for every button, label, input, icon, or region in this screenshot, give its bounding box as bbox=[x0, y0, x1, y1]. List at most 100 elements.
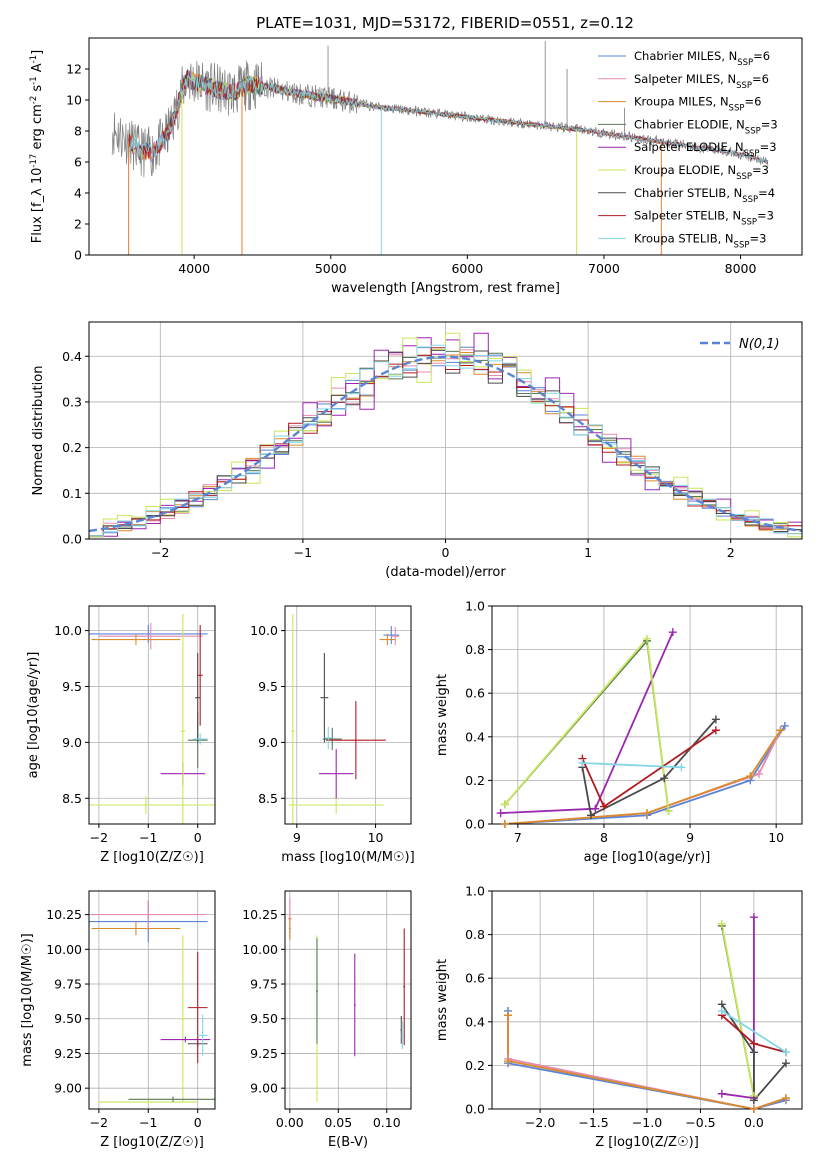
y-tick-label: 1.0 bbox=[465, 599, 485, 614]
y-tick-label: 10.0 bbox=[250, 623, 278, 638]
mass-weight-marker bbox=[781, 1059, 790, 1068]
y-tick-label: 9.5 bbox=[258, 679, 278, 694]
mass-weight-marker bbox=[754, 769, 763, 778]
x-tick-label: −1 bbox=[294, 545, 312, 560]
mass-weight-marker bbox=[711, 726, 720, 735]
model-spectrum-line bbox=[128, 73, 769, 165]
x-tick-label: −2 bbox=[90, 1115, 108, 1130]
y-tick-label: 9.00 bbox=[250, 1081, 278, 1096]
spectrum-legend: Chabrier MILES, NSSP=6 Salpeter MILES, NS… bbox=[598, 49, 778, 250]
y-tick-label: 9.50 bbox=[250, 1011, 278, 1026]
x-axis-label: mass [log10(M/M☉)] bbox=[281, 850, 414, 865]
y-tick-label: 9.75 bbox=[54, 977, 82, 992]
x-axis-label: age [log10(age/yr)] bbox=[584, 850, 711, 865]
x-tick-label: −1.5 bbox=[578, 1115, 608, 1130]
mass-weight-marker bbox=[643, 809, 651, 818]
y-tick-label: 9.25 bbox=[250, 1046, 278, 1061]
mass-weight-marker bbox=[504, 1011, 513, 1020]
mass-weight-marker bbox=[781, 1048, 790, 1057]
mass-weight-marker bbox=[717, 919, 726, 928]
y-tick-label: 0.3 bbox=[62, 394, 82, 409]
x-tick-label: 7000 bbox=[588, 261, 620, 276]
mass-weight-line bbox=[504, 729, 782, 824]
x-tick-label: 0.05 bbox=[324, 1115, 352, 1130]
residuals-panel: −2 −1 0 1 2 0.0 0.1 0.2 0.3 0.4 (data-model)/error… bbox=[31, 321, 803, 580]
y-axis-label: Flux [f_λ 10-17 erg cm-2 s-1 A-1] bbox=[29, 50, 45, 243]
weight_vs_age-panel: 7 8 9 10 0.0 0.2 0.4 0.6 0.8 1.0 age [log10(age/yr… bbox=[435, 599, 803, 865]
spectrum-frame bbox=[88, 37, 803, 256]
y-tick-label: 8.5 bbox=[62, 791, 82, 806]
x-tick-label: 0.00 bbox=[276, 1115, 304, 1130]
y-tick-label: 8.5 bbox=[258, 791, 278, 806]
legend-label: Kroupa STELIB, NSSP=3 bbox=[634, 231, 766, 250]
x-tick-label: −2 bbox=[151, 545, 169, 560]
y-tick-label: 0.0 bbox=[465, 1102, 485, 1117]
y-tick-label: 9.25 bbox=[54, 1046, 82, 1061]
age_vs_mass-frame bbox=[284, 605, 412, 825]
age_vs_Z-frame bbox=[88, 605, 216, 825]
x-tick-label: −0.5 bbox=[685, 1115, 715, 1130]
x-tick-label: −2 bbox=[90, 830, 108, 845]
mass-weight-marker bbox=[664, 806, 673, 815]
mass-weight-line bbox=[582, 762, 682, 769]
y-tick-label: 4 bbox=[74, 186, 82, 201]
spectrum-panel: 4000 5000 6000 7000 8000 0 2 4 6 8 10 12 wavelength … bbox=[29, 37, 803, 296]
mass-weight-marker bbox=[746, 772, 755, 781]
mass-weight-marker bbox=[500, 800, 509, 809]
mass-weight-marker bbox=[504, 1057, 513, 1066]
mass-weight-marker bbox=[677, 763, 686, 772]
weight_vs_Z-panel: −2.0 −1.5 −1.0 −0.5 0.0 0.0 0.2 0.4 0.6 0.8 1.0 Z [… bbox=[435, 884, 803, 1150]
mass_vs_Z-plot bbox=[89, 900, 215, 1105]
weight_vs_age-plot bbox=[500, 631, 786, 824]
age_vs_Z-plot bbox=[89, 613, 215, 824]
mass-weight-marker bbox=[578, 758, 587, 767]
y-tick-label: 0.6 bbox=[465, 686, 485, 701]
y-tick-label: 6 bbox=[74, 155, 82, 170]
residuals-plot bbox=[89, 332, 802, 538]
x-axis-label: wavelength [Angstrom, rest frame] bbox=[331, 281, 560, 296]
legend-label: Salpeter MILES, NSSP=6 bbox=[634, 72, 769, 91]
x-tick-label: 5000 bbox=[315, 261, 347, 276]
y-tick-label: 0.2 bbox=[62, 440, 82, 455]
x-axis-label: (data-model)/error bbox=[385, 565, 506, 580]
y-tick-label: 9.0 bbox=[62, 735, 82, 750]
y-tick-label: 10.25 bbox=[242, 907, 278, 922]
mass-weight-marker bbox=[749, 1039, 758, 1048]
x-axis-label: Z [log10(Z/Z☉)] bbox=[100, 850, 204, 865]
y-tick-label: 9.5 bbox=[62, 679, 82, 694]
x-tick-label: −1.0 bbox=[632, 1115, 662, 1130]
x-axis-label: E(B-V) bbox=[328, 1135, 368, 1150]
legend-label: Kroupa ELODIE, NSSP=3 bbox=[634, 163, 769, 182]
age_vs_mass-grid bbox=[285, 606, 411, 824]
x-tick-label: 7 bbox=[514, 830, 522, 845]
x-tick-label: 0.10 bbox=[373, 1115, 401, 1130]
x-tick-label: 1 bbox=[584, 545, 592, 560]
mass-weight-marker bbox=[717, 1089, 726, 1098]
mass-weight-line bbox=[504, 638, 670, 812]
mass-weight-marker bbox=[749, 1048, 758, 1057]
y-tick-label: 10.00 bbox=[242, 942, 278, 957]
mass-weight-marker bbox=[599, 802, 608, 811]
residual-histogram-step bbox=[89, 332, 802, 538]
y-tick-label: 0.8 bbox=[465, 642, 485, 657]
mass_vs_ebv-panel: 0.00 0.05 0.10 9.00 9.25 9.50 9.75 10.00 10.25 E(… bbox=[242, 890, 412, 1150]
x-tick-label: 8 bbox=[600, 830, 608, 845]
y-tick-label: 0.1 bbox=[62, 486, 82, 501]
mass-weight-marker bbox=[749, 913, 758, 922]
mass-weight-line bbox=[507, 1015, 787, 1109]
x-tick-label: 9 bbox=[686, 830, 694, 845]
mass-weight-marker bbox=[496, 809, 505, 818]
mass-weight-marker bbox=[500, 820, 509, 828]
y-tick-label: 12 bbox=[66, 62, 82, 77]
legend-label: Salpeter ELODIE, NSSP=3 bbox=[634, 140, 777, 159]
mass-weight-line bbox=[581, 718, 717, 817]
y-tick-label: 10.25 bbox=[46, 907, 82, 922]
y-tick-label: 0.2 bbox=[465, 1058, 485, 1073]
y-axis-label: mass weight bbox=[435, 959, 450, 1041]
mass_vs_Z-grid bbox=[89, 891, 215, 1109]
x-tick-label: −1 bbox=[139, 1115, 157, 1130]
y-tick-label: 9.75 bbox=[250, 977, 278, 992]
mass-weight-marker bbox=[591, 804, 600, 813]
x-tick-label: 2 bbox=[727, 545, 735, 560]
